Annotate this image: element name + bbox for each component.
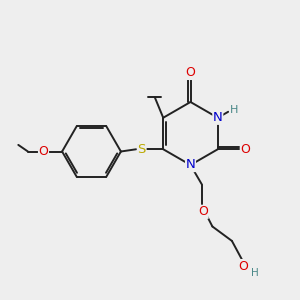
Text: H: H bbox=[230, 105, 238, 115]
Text: N: N bbox=[213, 111, 223, 124]
Text: H: H bbox=[251, 268, 259, 278]
Text: O: O bbox=[239, 260, 248, 273]
Text: O: O bbox=[241, 143, 250, 156]
Text: N: N bbox=[186, 158, 195, 172]
Text: S: S bbox=[137, 143, 146, 156]
Text: O: O bbox=[39, 145, 48, 158]
Text: O: O bbox=[198, 205, 208, 218]
Text: O: O bbox=[186, 66, 195, 80]
